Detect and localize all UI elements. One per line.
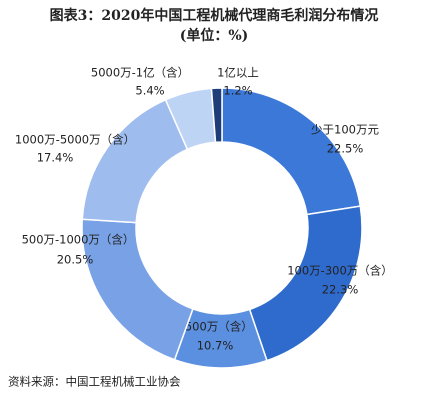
donut-segment xyxy=(81,98,189,224)
value-label: 1.2% xyxy=(223,84,252,98)
chart-title: 图表3：2020年中国工程机械代理商毛利润分布情况 xyxy=(50,7,379,24)
donut-segment xyxy=(221,87,362,216)
category-label: 1000万-5000万（含） xyxy=(15,133,135,147)
value-label: 5.4% xyxy=(135,84,164,98)
value-label: 22.3% xyxy=(322,283,359,297)
category-label: 1亿以上 xyxy=(217,66,259,80)
category-label: 少于100万元 xyxy=(311,123,379,137)
donut-segment xyxy=(210,87,223,144)
category-label: 500万-1000万（含） xyxy=(22,233,135,247)
value-label: 10.7% xyxy=(197,339,234,353)
value-label: 20.5% xyxy=(57,253,94,267)
value-label: 17.4% xyxy=(37,151,74,165)
category-label: 100万-300万（含） xyxy=(287,264,393,278)
category-label: 5000万-1亿（含） xyxy=(91,66,189,80)
chart-subtitle: (单位：%) xyxy=(180,27,249,44)
value-label: 22.5% xyxy=(327,142,364,156)
source-note: 资料来源：中国工程机械工业协会 xyxy=(8,375,181,389)
